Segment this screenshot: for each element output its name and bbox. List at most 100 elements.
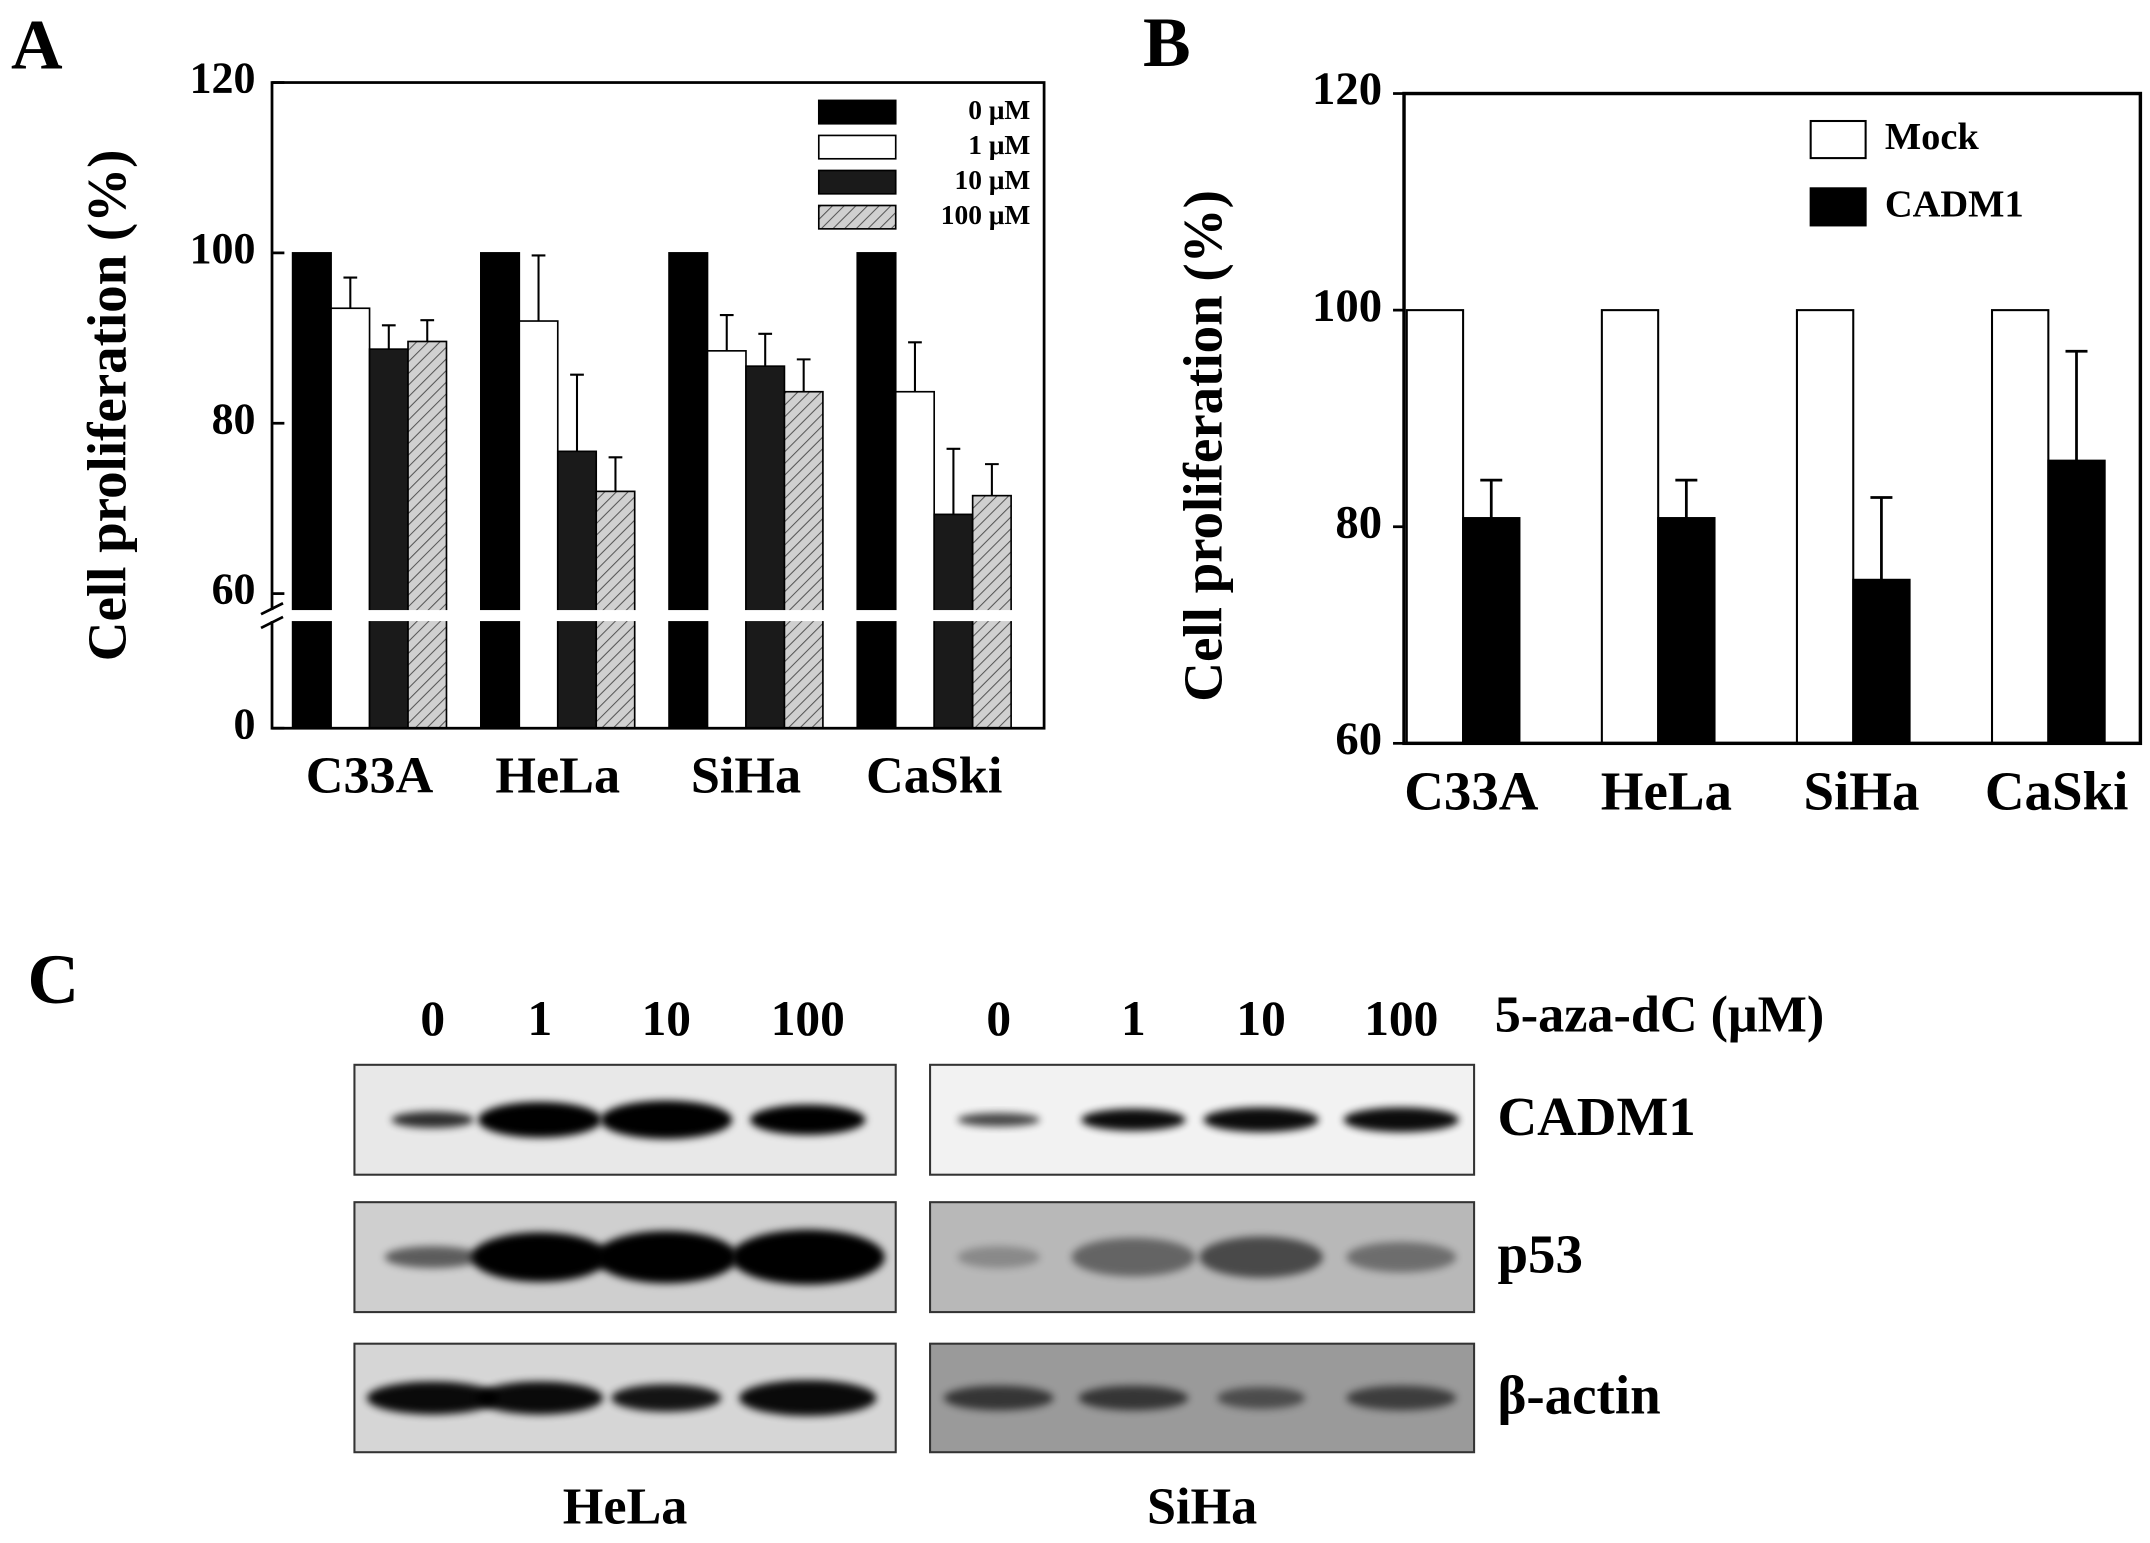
bar xyxy=(330,307,371,730)
blot-band xyxy=(594,1231,738,1284)
blot-band xyxy=(957,1246,1040,1269)
y-tick-label: 80 xyxy=(212,394,256,443)
error-bar xyxy=(946,447,961,515)
blot-band xyxy=(476,1381,604,1415)
blot-band xyxy=(384,1246,481,1269)
panel-label: A xyxy=(11,6,63,85)
bar xyxy=(291,252,332,730)
error-bar xyxy=(719,314,734,351)
blot-band xyxy=(730,1229,885,1285)
bar xyxy=(856,252,897,730)
error-bar xyxy=(420,319,435,342)
bar xyxy=(1795,309,1855,745)
bar xyxy=(1405,309,1465,745)
bar xyxy=(1600,309,1660,745)
y-tick-label: 100 xyxy=(1312,280,1382,332)
legend-label: Mock xyxy=(1885,116,1980,158)
lane-label: 10 xyxy=(642,991,691,1046)
blot-band xyxy=(750,1104,866,1135)
y-tick-label: 60 xyxy=(1335,713,1382,765)
bar xyxy=(480,252,521,730)
plot-frame xyxy=(270,81,1046,730)
blot-band xyxy=(1343,1107,1459,1133)
bar xyxy=(1852,578,1911,745)
legend-swatch xyxy=(817,169,897,195)
error-bar xyxy=(570,373,584,452)
lane-label: 100 xyxy=(1364,991,1438,1046)
bar xyxy=(1990,309,2050,745)
bar xyxy=(745,365,786,730)
plot-frame xyxy=(1402,91,2143,746)
lane-label: 100 xyxy=(771,991,845,1046)
legend-label: 10 μM xyxy=(955,165,1031,195)
error-bar xyxy=(381,324,396,350)
lane-label: 0 xyxy=(420,991,445,1046)
legend-swatch xyxy=(1809,119,1867,160)
blot-band xyxy=(471,1232,609,1282)
y-tick-label: 0 xyxy=(234,699,256,748)
lane-label: 1 xyxy=(1121,991,1146,1046)
bar xyxy=(368,348,409,730)
x-tick-label: C33A xyxy=(1404,761,1539,822)
blot-band xyxy=(1078,1385,1189,1411)
legend-label: 0 μM xyxy=(968,95,1030,125)
x-tick-label: CaSki xyxy=(1985,761,2129,822)
group-label: HeLa xyxy=(563,1477,688,1535)
y-tick-label: 80 xyxy=(1335,496,1382,548)
legend-swatch xyxy=(817,99,897,125)
error-bar xyxy=(608,456,623,492)
error-bar xyxy=(758,332,773,367)
treatment-label: 5-aza-dC (μM) xyxy=(1495,985,1825,1043)
blot-band xyxy=(1071,1237,1196,1277)
bar xyxy=(556,450,598,730)
x-tick-label: HeLa xyxy=(1601,761,1732,822)
x-tick-label: HeLa xyxy=(495,746,620,804)
error-bar xyxy=(1870,496,1893,580)
blot-band xyxy=(1081,1108,1186,1131)
blot-band xyxy=(478,1101,602,1138)
y-tick-label: 60 xyxy=(212,565,256,614)
panel-label: C xyxy=(27,940,79,1019)
y-tick-label: 120 xyxy=(190,54,256,103)
bar xyxy=(933,513,974,730)
blot-band xyxy=(600,1100,733,1139)
legend-label: CADM1 xyxy=(1885,183,2024,225)
blot-band xyxy=(739,1380,877,1416)
error-bar xyxy=(531,254,546,322)
error-bar xyxy=(796,358,811,392)
error-bar xyxy=(2065,349,2088,461)
legend-swatch xyxy=(817,134,897,160)
group-label: SiHa xyxy=(1147,1477,1257,1535)
legend-swatch xyxy=(817,204,897,230)
row-label: CADM1 xyxy=(1497,1086,1695,1147)
x-tick-label: C33A xyxy=(306,746,434,804)
x-tick-label: SiHa xyxy=(691,746,801,804)
bar xyxy=(518,320,559,730)
y-tick-label: 120 xyxy=(1312,63,1382,115)
row-label: p53 xyxy=(1497,1223,1583,1284)
y-axis-label: Cell proliferation (%) xyxy=(76,150,137,662)
error-bar xyxy=(343,276,358,309)
legend-swatch xyxy=(1809,187,1867,227)
blot-band xyxy=(366,1381,499,1415)
lane-label: 0 xyxy=(986,991,1011,1046)
bar xyxy=(595,490,636,730)
legend-label: 100 μM xyxy=(941,200,1031,230)
blot-band xyxy=(1199,1236,1323,1278)
lane-label: 1 xyxy=(528,991,553,1046)
blot-band xyxy=(1203,1107,1319,1133)
bar xyxy=(2047,459,2106,745)
axis-break xyxy=(252,610,1034,622)
bar xyxy=(1462,517,1521,745)
y-tick-label: 100 xyxy=(190,224,256,273)
blot-band xyxy=(1217,1386,1306,1409)
lane-label: 10 xyxy=(1236,991,1285,1046)
bar xyxy=(1657,517,1716,745)
bar xyxy=(783,390,824,730)
bar xyxy=(407,340,448,730)
blot-band xyxy=(957,1112,1040,1127)
legend-label: 1 μM xyxy=(968,130,1030,160)
bar xyxy=(706,350,747,730)
error-bar xyxy=(1480,478,1503,519)
axis-break-mark xyxy=(260,601,284,630)
